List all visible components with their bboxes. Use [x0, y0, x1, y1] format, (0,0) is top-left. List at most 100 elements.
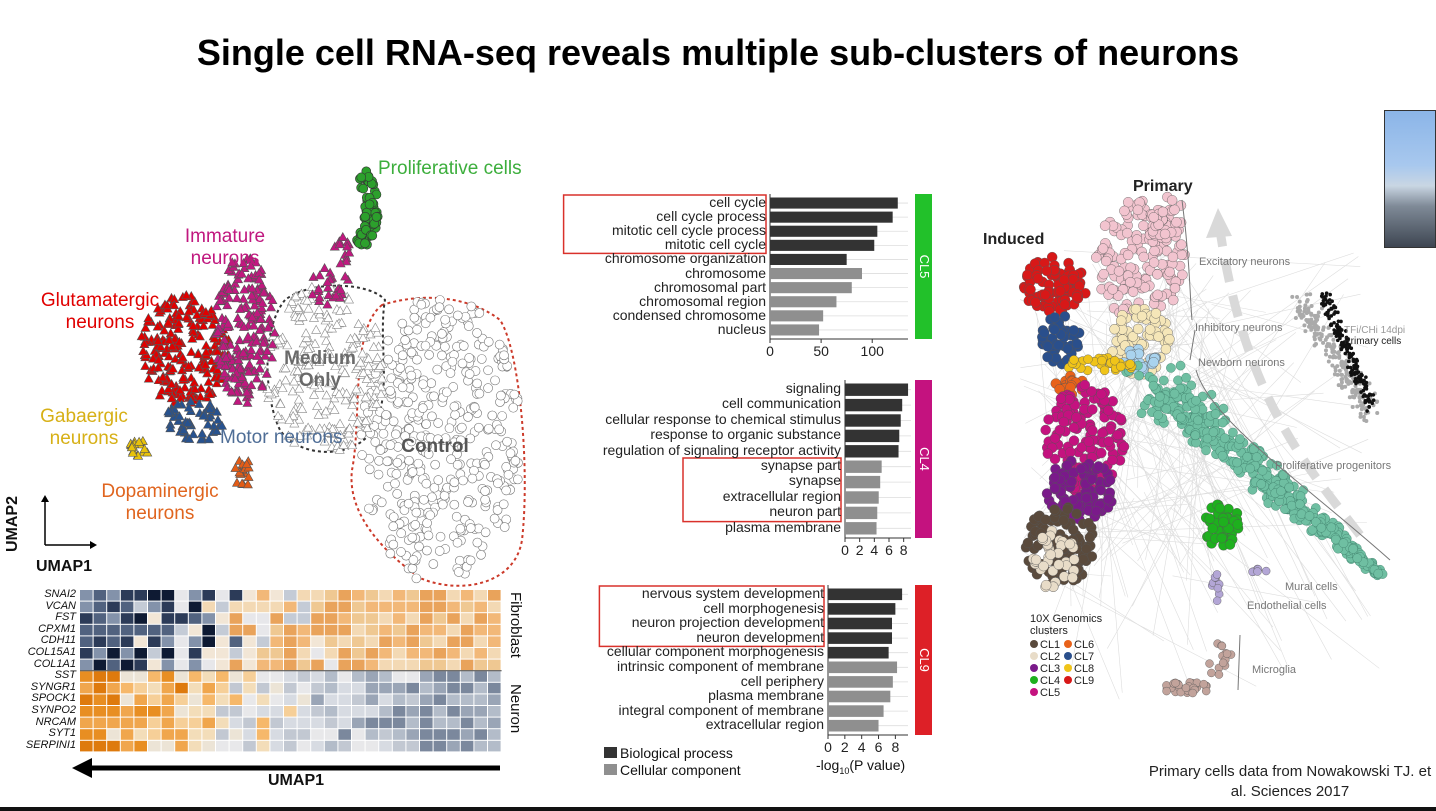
heatmap-cell [161, 729, 175, 740]
glutamatergic-cell [173, 311, 184, 321]
progenitor-cell [1169, 388, 1180, 399]
dopaminergic-cell [230, 462, 241, 472]
heatmap-cell [311, 624, 324, 636]
inset-cell [1336, 310, 1340, 315]
heatmap-cell [188, 624, 202, 636]
medium-cell [344, 423, 355, 433]
heatmap-cell [297, 636, 311, 647]
immature-cell [265, 302, 277, 312]
progenitor-cell [1295, 499, 1305, 510]
cl9-cell [1025, 284, 1036, 295]
heatmap-cell [175, 706, 188, 717]
medium-cell [343, 294, 354, 304]
microglia-cell [1218, 658, 1228, 668]
bar [770, 253, 847, 265]
heatmap-cell [488, 729, 501, 740]
immature-cell [256, 303, 267, 313]
heatmap-cell [297, 740, 311, 752]
heatmap-cell [270, 694, 283, 705]
heatmap-cell [120, 740, 134, 752]
heatmap-cell [256, 740, 270, 752]
control-cell [385, 386, 396, 396]
glutamatergic-cell [186, 346, 197, 356]
heatmap-cell [420, 706, 433, 717]
control-cell [397, 382, 408, 393]
progenitor-cell [1295, 491, 1306, 501]
cl8-cell [1069, 355, 1079, 365]
immature-cell [267, 339, 278, 349]
medium-cell [302, 295, 313, 305]
heatmap-cell [93, 659, 107, 671]
glutamatergic-cell [183, 361, 194, 371]
heatmap-cell [188, 659, 202, 671]
heatmap-cell [488, 636, 501, 647]
control-cell [496, 390, 506, 401]
heatmap-cell [80, 624, 93, 636]
heatmap-cell [243, 659, 256, 671]
control-cell [440, 341, 450, 352]
glutamatergic-cell [195, 391, 206, 401]
heatmap-cell [161, 694, 175, 705]
control-cell [397, 318, 408, 329]
control-cell [388, 512, 399, 522]
medium-cell [352, 417, 363, 427]
medium-cell [320, 406, 331, 416]
primary-cell [1176, 239, 1187, 250]
heatmap-cell [243, 648, 256, 659]
heatmap-cell [338, 636, 351, 647]
heatmap-cell [488, 694, 501, 705]
heatmap-cell [406, 648, 419, 659]
medium-cell [335, 305, 346, 315]
immature-cell [263, 322, 274, 332]
heatmap-cell [447, 636, 460, 647]
immature-cell [251, 373, 262, 383]
inset-cell [1333, 305, 1338, 310]
glutamatergic-cell [194, 331, 205, 341]
heatmap-cell [188, 706, 202, 717]
inset-cell [1302, 306, 1307, 311]
heatmap-cell [80, 682, 93, 694]
heatmap-cell [488, 659, 501, 671]
inset-cell [1358, 374, 1362, 379]
heatmap-cell [324, 740, 338, 752]
medium-cell [322, 427, 333, 437]
heatmap-cell [188, 601, 202, 613]
cl3-cell [1049, 482, 1061, 494]
cl2-cell [1064, 538, 1075, 550]
heatmap-cell [188, 682, 202, 694]
control-cell [513, 474, 523, 485]
heatmap-cell [93, 694, 107, 705]
heatmap-cell [433, 601, 447, 613]
heatmap-cell [134, 729, 147, 740]
inset-cell [1358, 411, 1363, 416]
heatmap-cell [474, 671, 487, 682]
control-cell [474, 388, 485, 399]
inset-cell [1348, 365, 1353, 370]
label-medium-only: Medium Only [284, 348, 356, 391]
cl5-cell [1087, 404, 1098, 415]
bar-category-label: chromosomal region [639, 292, 766, 309]
primary-cell [1167, 251, 1179, 263]
immature-cell [340, 271, 351, 281]
immature-cell [322, 277, 333, 287]
glutamatergic-cell [201, 347, 212, 357]
medium-cell [283, 430, 294, 440]
inset-cell [1323, 348, 1328, 353]
heatmap-cell [338, 671, 351, 682]
heatmap-cell [229, 717, 243, 729]
cl2-cell [1038, 560, 1049, 572]
cl5-cell [1065, 446, 1076, 458]
inset-cell [1320, 302, 1324, 306]
control-cell [429, 482, 440, 493]
primary-cell [1136, 310, 1148, 322]
cl1-cell [1022, 537, 1034, 549]
rp-newborn: Newborn neurons [1198, 357, 1285, 369]
heatmap-cell [134, 682, 147, 694]
heatmap-cell [243, 682, 256, 694]
cluster-legend-item: CL6 [1064, 639, 1098, 651]
heatmap-group-fibroblast: Fibroblast [507, 592, 524, 658]
cl3-cell [1091, 506, 1102, 517]
inset-cell [1329, 306, 1334, 311]
heatmap-cell [311, 590, 324, 601]
motor-cell [183, 402, 194, 412]
